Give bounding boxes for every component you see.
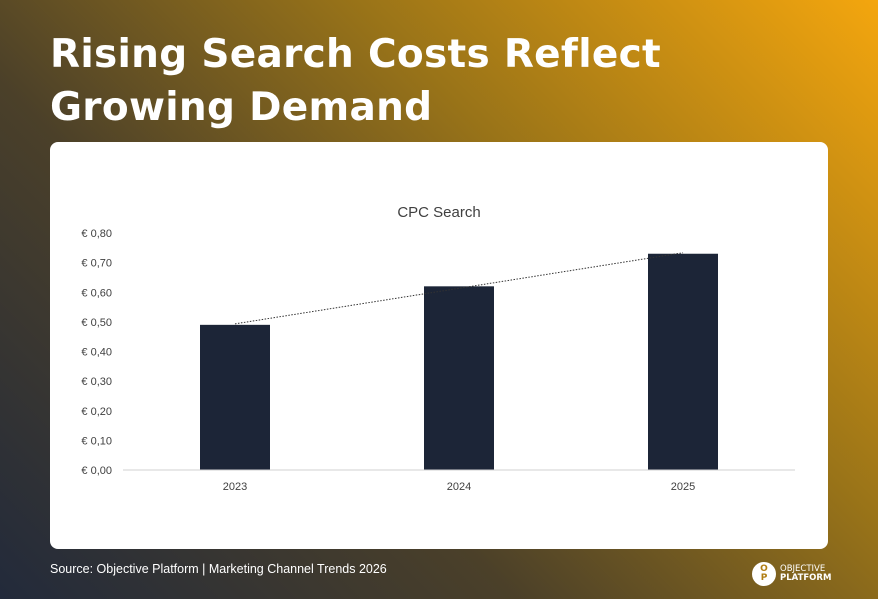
logo-line-2: PLATFORM xyxy=(780,573,832,583)
y-tick-label: € 0,80 xyxy=(81,228,112,240)
x-axis: 2023 2024 2025 xyxy=(123,469,795,493)
y-tick-label: € 0,10 xyxy=(81,435,112,447)
y-tick-label: € 0,50 xyxy=(81,317,112,329)
bar-2025 xyxy=(648,253,718,470)
x-tick-label: 2023 xyxy=(223,481,247,493)
logo-line-1: OBJECTIVE xyxy=(780,564,826,574)
y-tick-label: € 0,20 xyxy=(81,406,112,418)
y-tick-label: € 0,00 xyxy=(81,465,112,477)
bar-2024 xyxy=(424,286,494,470)
logo-wordmark: OBJECTIVE PLATFORM xyxy=(780,565,831,583)
logo-mark-bottom: P xyxy=(760,573,768,583)
y-axis: € 0,00 € 0,10 € 0,20 € 0,30 € 0,40 € 0,50 € 0,… xyxy=(81,228,112,477)
y-tick-label: € 0,30 xyxy=(81,376,112,388)
y-tick-label: € 0,70 xyxy=(81,258,112,270)
objective-platform-logo: O P OBJECTIVE PLATFORM xyxy=(752,562,831,586)
chart-card: CPC Search € 0,00 € 0,10 € 0,20 € 0,30 € 0,4… xyxy=(50,142,828,549)
source-note: Source: Objective Platform | Marketing C… xyxy=(50,562,387,576)
x-tick-label: 2024 xyxy=(447,481,471,493)
bars xyxy=(200,253,718,470)
cpc-search-chart: CPC Search € 0,00 € 0,10 € 0,20 € 0,30 € 0,4… xyxy=(81,204,795,493)
y-tick-label: € 0,60 xyxy=(81,287,112,299)
trendline xyxy=(234,252,684,325)
logo-mark-icon: O P xyxy=(752,562,776,586)
logo-mark-top: O xyxy=(760,564,768,574)
y-tick-label: € 0,40 xyxy=(81,347,112,359)
trendline-line xyxy=(234,252,684,325)
bar-2023 xyxy=(200,324,270,470)
x-tick-label: 2025 xyxy=(671,481,695,493)
chart-title: CPC Search xyxy=(397,204,480,221)
page-title: Rising Search Costs Reflect Growing Dema… xyxy=(50,32,661,130)
